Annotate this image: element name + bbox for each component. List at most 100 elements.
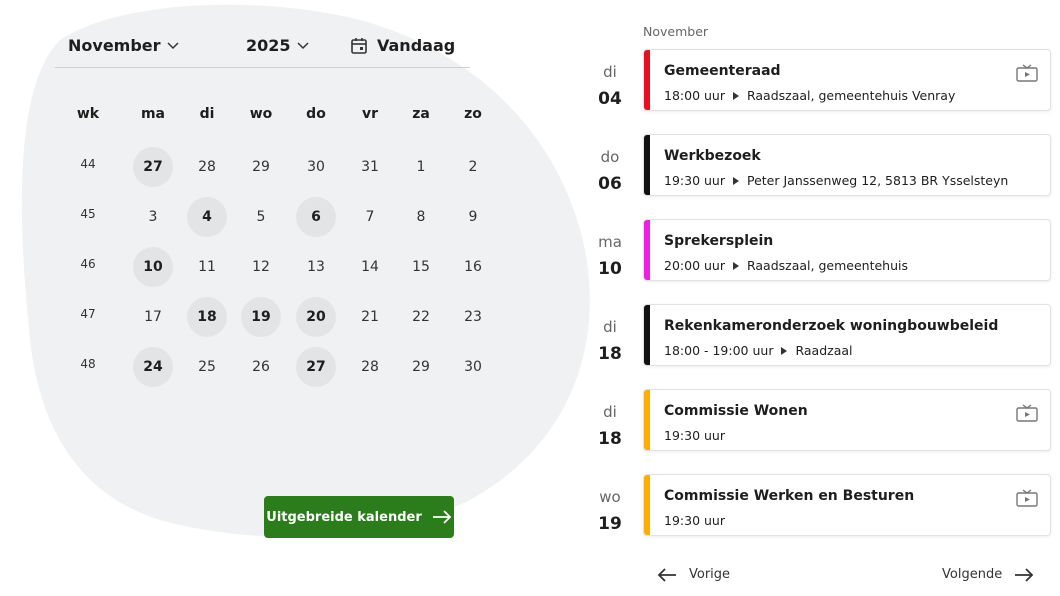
event-time: 18:00 uur [664, 88, 725, 103]
video-icon [1016, 64, 1038, 82]
event-day: 10 [598, 259, 622, 279]
today-label: Vandaag [377, 36, 456, 55]
separator-icon [732, 91, 739, 100]
calendar-day[interactable]: 8 [416, 209, 426, 225]
event-day: 18 [598, 344, 622, 364]
calendar-day[interactable]: 1 [416, 159, 426, 175]
weekday-header: wo [249, 106, 273, 122]
calendar-day[interactable]: 5 [256, 209, 266, 225]
event-weekday: do [600, 148, 620, 166]
separator-icon [732, 176, 739, 185]
event-time: 18:00 - 19:00 uur [664, 343, 774, 358]
event-color-bar [644, 305, 650, 365]
event-card[interactable]: Sprekersplein 20:00 uur Raadszaal, gemeent… [643, 219, 1051, 281]
weekday-header: wk [76, 106, 100, 122]
week-number: 44 [80, 157, 96, 171]
video-icon [1016, 404, 1038, 422]
event-day: 04 [598, 89, 622, 109]
calendar-day[interactable]: 22 [412, 309, 430, 325]
agenda-month: November [643, 24, 709, 39]
calendar-day[interactable]: 7 [365, 209, 375, 225]
month-label: November [68, 36, 161, 55]
calendar-day[interactable]: 16 [464, 259, 482, 275]
event-weekday: di [603, 63, 617, 81]
calendar-day[interactable]: 29 [252, 159, 270, 175]
event-weekday: wo [599, 488, 621, 506]
event-location: Raadzaal [795, 343, 853, 358]
event-color-bar [644, 220, 650, 280]
event-title: Commissie Wonen [664, 403, 808, 419]
calendar-day[interactable]: 25 [198, 359, 216, 375]
week-number: 46 [80, 257, 96, 271]
calendar-day[interactable]: 2 [468, 159, 478, 175]
event-meta: 18:00 - 19:00 uur Raadzaal [664, 343, 853, 358]
event-card[interactable]: Werkbezoek 19:30 uur Peter Janssenweg 12, … [643, 134, 1051, 196]
calendar-day[interactable]: 4 [187, 197, 227, 237]
calendar-day[interactable]: 15 [412, 259, 430, 275]
video-icon [1016, 489, 1038, 507]
event-time: 19:30 uur [664, 428, 725, 443]
arrow-right-icon [1015, 567, 1034, 582]
event-day: 19 [598, 514, 622, 534]
chevron-icon [167, 41, 179, 49]
calendar-day[interactable]: 29 [412, 359, 430, 375]
calendar-day[interactable]: 11 [198, 259, 216, 275]
year-label: 2025 [246, 36, 291, 55]
calendar-day[interactable]: 30 [307, 159, 325, 175]
calendar-day[interactable]: 28 [361, 359, 379, 375]
today-button[interactable]: Vandaag [350, 36, 455, 55]
event-color-bar [644, 475, 650, 535]
next-label: Volgende [942, 567, 1003, 582]
calendar-day[interactable]: 14 [361, 259, 379, 275]
year-select[interactable]: 2025 [246, 36, 309, 55]
event-card[interactable]: Commissie Werken en Besturen 19:30 uur [643, 474, 1051, 536]
event-title: Rekenkameronderzoek woningbouwbeleid [664, 318, 999, 334]
calendar-day[interactable]: 21 [361, 309, 379, 325]
event-location: Raadszaal, gemeentehuis Venray [746, 88, 956, 103]
calendar-day[interactable]: 17 [144, 309, 162, 325]
calendar-day[interactable]: 26 [252, 359, 270, 375]
event-card[interactable]: Rekenkameronderzoek woningbouwbeleid 18:0… [643, 304, 1051, 366]
event-meta: 20:00 uur Raadszaal, gemeentehuis [664, 258, 908, 273]
event-title: Gemeenteraad [664, 63, 781, 79]
event-card[interactable]: Commissie Wonen 19:30 uur [643, 389, 1051, 451]
event-time: 19:30 uur [664, 513, 725, 528]
event-weekday: ma [598, 233, 622, 251]
calendar-backdrop [21, 4, 590, 537]
calendar-day[interactable]: 3 [148, 209, 158, 225]
calendar-day[interactable]: 18 [187, 297, 227, 337]
event-meta: 19:30 uur Peter Janssenweg 12, 5813 BR Ys… [664, 173, 1008, 188]
event-time: 20:00 uur [664, 258, 725, 273]
calendar-day[interactable]: 30 [464, 359, 482, 375]
event-color-bar [644, 135, 650, 195]
calendar-day[interactable]: 27 [133, 147, 173, 187]
calendar-day[interactable]: 24 [133, 347, 173, 387]
weekday-header: za [412, 106, 430, 122]
button-label: Uitgebreide kalender [266, 509, 422, 525]
calendar-day[interactable]: 20 [296, 297, 336, 337]
full-calendar-button[interactable]: Uitgebreide kalender [264, 496, 454, 538]
calendar-day[interactable]: 13 [307, 259, 325, 275]
calendar-day[interactable]: 6 [296, 197, 336, 237]
calendar-day[interactable]: 9 [468, 209, 478, 225]
event-card[interactable]: Gemeenteraad 18:00 uur Raadszaal, gemeente… [643, 49, 1051, 111]
next-button[interactable]: Volgende [942, 567, 1034, 582]
event-title: Sprekersplein [664, 233, 774, 249]
previous-button[interactable]: Vorige [657, 567, 730, 582]
calendar-day[interactable]: 10 [133, 247, 173, 287]
event-location: Raadszaal, gemeentehuis [746, 258, 908, 273]
calendar-day[interactable]: 19 [241, 297, 281, 337]
calendar-day[interactable]: 27 [296, 347, 336, 387]
event-meta: 19:30 uur [664, 513, 725, 528]
month-select[interactable]: November [68, 36, 179, 55]
calendar-day[interactable]: 31 [361, 159, 379, 175]
chevron-icon [297, 41, 309, 49]
calendar-day[interactable]: 12 [252, 259, 270, 275]
event-title: Werkbezoek [664, 148, 761, 164]
calendar-day[interactable]: 28 [198, 159, 216, 175]
event-meta: 19:30 uur [664, 428, 725, 443]
calendar-day[interactable]: 23 [464, 309, 482, 325]
event-meta: 18:00 uur Raadszaal, gemeentehuis Venray [664, 88, 955, 103]
